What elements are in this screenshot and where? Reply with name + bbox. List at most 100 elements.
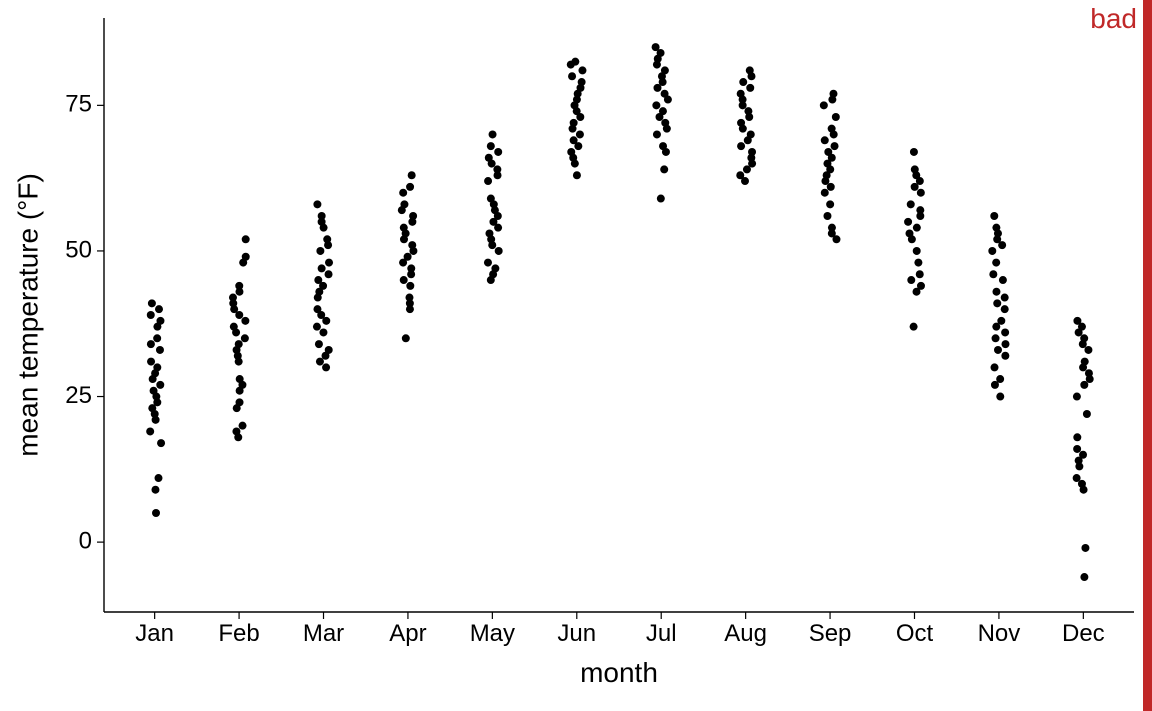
data-point [1001, 294, 1009, 302]
data-point [570, 119, 578, 127]
data-point [318, 264, 326, 272]
data-point [405, 294, 413, 302]
data-point [147, 311, 155, 319]
data-point [578, 66, 586, 74]
data-point [821, 189, 829, 197]
data-point [988, 247, 996, 255]
data-point [660, 165, 668, 173]
data-point [1080, 573, 1088, 581]
data-point [402, 334, 410, 342]
data-point [911, 165, 919, 173]
data-point [409, 212, 417, 220]
data-point [493, 165, 501, 173]
data-point [576, 130, 584, 138]
y-tick-label: 0 [79, 527, 92, 554]
data-point [316, 358, 324, 366]
y-tick-label: 50 [65, 236, 92, 263]
data-point [1073, 433, 1081, 441]
data-point [325, 259, 333, 267]
data-point [747, 130, 755, 138]
data-point [916, 270, 924, 278]
data-point [157, 439, 165, 447]
data-point [826, 200, 834, 208]
data-point [996, 375, 1004, 383]
data-point [485, 229, 493, 237]
data-point [990, 212, 998, 220]
data-point [325, 270, 333, 278]
data-point [570, 136, 578, 144]
data-point [907, 276, 915, 284]
temperature-strip-chart: 0255075JanFebMarAprMayJunJulAugSepOctNov… [0, 0, 1152, 711]
data-point [1001, 305, 1009, 313]
data-point [485, 154, 493, 162]
data-point [400, 224, 408, 232]
data-point [153, 363, 161, 371]
x-tick-label: Jun [557, 620, 596, 647]
chart-svg: 0255075JanFebMarAprMayJunJulAugSepOctNov… [0, 0, 1152, 711]
data-point [1001, 340, 1009, 348]
data-point [323, 235, 331, 243]
x-tick-label: Jul [646, 620, 677, 647]
data-point [992, 334, 1000, 342]
data-point [151, 486, 159, 494]
data-point [746, 66, 754, 74]
data-point [494, 148, 502, 156]
data-point [313, 200, 321, 208]
data-point [408, 241, 416, 249]
data-point [316, 247, 324, 255]
data-point [824, 148, 832, 156]
data-point [913, 224, 921, 232]
data-point [236, 375, 244, 383]
data-point [152, 509, 160, 517]
data-point [1084, 346, 1092, 354]
data-point [996, 393, 1004, 401]
data-point [661, 66, 669, 74]
data-point [914, 259, 922, 267]
x-tick-label: Nov [978, 620, 1021, 647]
data-point [578, 78, 586, 86]
data-point [828, 224, 836, 232]
data-point [242, 253, 250, 261]
data-point [652, 43, 660, 51]
data-point [997, 317, 1005, 325]
data-point [236, 398, 244, 406]
data-point [1073, 393, 1081, 401]
data-point [999, 276, 1007, 284]
data-point [989, 270, 997, 278]
data-point [571, 58, 579, 66]
data-point [737, 142, 745, 150]
data-point [230, 323, 238, 331]
data-point [318, 212, 326, 220]
data-point [917, 189, 925, 197]
x-tick-label: Apr [389, 620, 426, 647]
x-tick-label: Aug [724, 620, 767, 647]
data-point [746, 84, 754, 92]
x-tick-label: Sep [809, 620, 852, 647]
data-point [487, 195, 495, 203]
data-point [313, 305, 321, 313]
data-point [153, 334, 161, 342]
data-point [484, 177, 492, 185]
data-point [1073, 474, 1081, 482]
data-point [154, 474, 162, 482]
data-point [1001, 352, 1009, 360]
data-point [992, 224, 1000, 232]
data-point [156, 317, 164, 325]
data-point [659, 107, 667, 115]
y-tick-label: 75 [65, 91, 92, 118]
data-point [991, 363, 999, 371]
data-point [156, 346, 164, 354]
data-point [992, 288, 1000, 296]
data-point [832, 113, 840, 121]
data-point [659, 142, 667, 150]
data-point [1080, 334, 1088, 342]
data-point [913, 247, 921, 255]
data-point [407, 264, 415, 272]
data-point [146, 427, 154, 435]
data-point [241, 317, 249, 325]
data-point [400, 276, 408, 284]
data-point [495, 247, 503, 255]
data-point [1001, 328, 1009, 336]
data-point [235, 340, 243, 348]
data-point [823, 212, 831, 220]
